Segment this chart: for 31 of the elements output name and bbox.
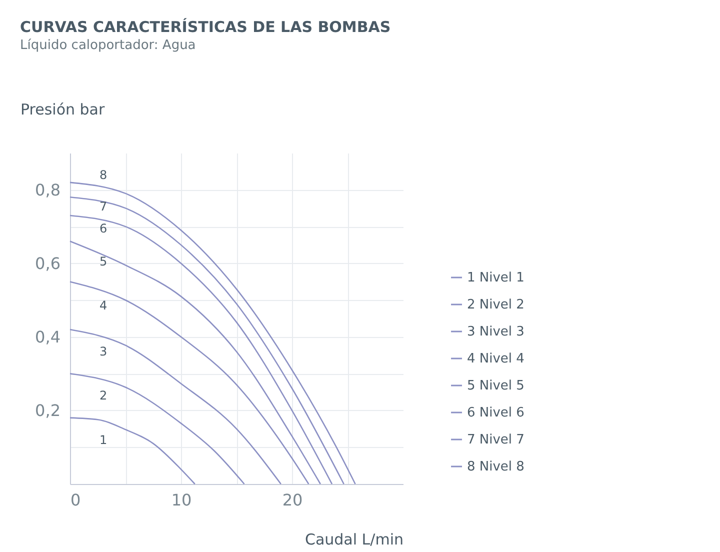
x-tick-label: 0 bbox=[70, 490, 81, 510]
annotation: 2 bbox=[99, 388, 108, 403]
y-tick-label: 0,2 bbox=[35, 400, 60, 420]
annotation: 4 bbox=[99, 298, 108, 313]
annotation: 7 bbox=[99, 199, 108, 214]
annotation: 6 bbox=[99, 221, 108, 236]
y-tick-label: 0,8 bbox=[35, 180, 60, 200]
annotation: 3 bbox=[99, 344, 108, 359]
legend-label: 3 Nivel 3 bbox=[467, 324, 524, 340]
y-axis-title: Presión bar bbox=[20, 100, 106, 118]
legend-label: 4 Nivel 4 bbox=[467, 352, 524, 366]
line-series bbox=[69, 281, 310, 485]
legend-label: 1 Nivel 1 bbox=[467, 270, 524, 286]
legend-label: 5 Nivel 5 bbox=[467, 378, 524, 394]
legend-label: 7 Nivel 7 bbox=[467, 432, 524, 448]
annotation: 8 bbox=[99, 168, 108, 182]
legend-label: 8 Nivel 8 bbox=[467, 460, 524, 474]
line-series bbox=[69, 373, 245, 485]
x-axis-title: Caudal L/min bbox=[304, 530, 404, 548]
x-tick-label: 20 bbox=[282, 490, 303, 510]
line-series bbox=[69, 417, 196, 485]
x-tick-label: 10 bbox=[171, 490, 192, 510]
y-tick-label: 0,6 bbox=[35, 254, 60, 273]
y-tick-label: 0,4 bbox=[35, 327, 60, 346]
annotation: 5 bbox=[99, 254, 108, 268]
annotation: 1 bbox=[99, 432, 108, 447]
legend-label: 2 Nivel 2 bbox=[467, 298, 524, 312]
chart-title: CURVAS CARACTERÍSTICAS DE LAS BOMBAS bbox=[20, 18, 391, 36]
line-series bbox=[69, 328, 282, 485]
legend-label: 6 Nivel 6 bbox=[467, 406, 524, 420]
chart-subtitle: Líquido caloportador: Agua bbox=[20, 38, 196, 53]
